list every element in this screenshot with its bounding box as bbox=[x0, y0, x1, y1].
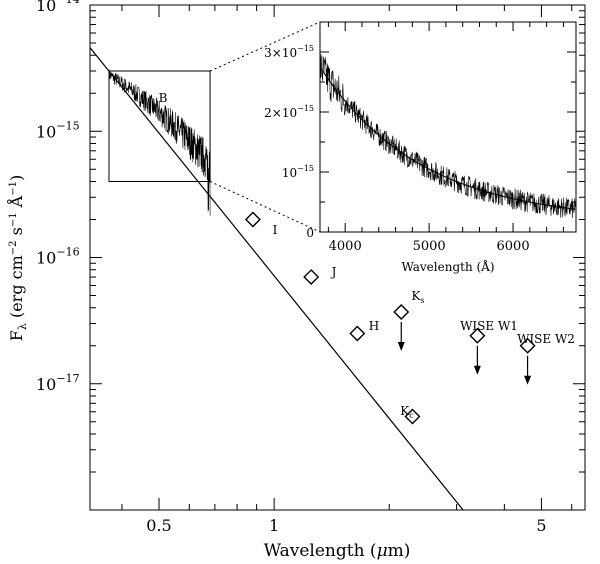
upper-limit-arrow-head bbox=[397, 342, 405, 352]
photometry-point-wise-w2 bbox=[519, 337, 536, 354]
photometry-point-i bbox=[244, 211, 261, 228]
label-j: J bbox=[330, 265, 337, 279]
inset-x-tick-label: 5000 bbox=[413, 239, 446, 254]
model-power-law-line bbox=[89, 47, 464, 511]
inset-x-axis-label: Wavelength (Å) bbox=[401, 259, 494, 274]
inset-y-tick-label: 3×10−15 bbox=[264, 44, 314, 60]
zoom-connector-bottom bbox=[209, 181, 321, 233]
y-tick-label: 10−14 bbox=[36, 0, 80, 15]
upper-limit-arrow-head bbox=[524, 375, 532, 385]
inset-y-tick-label: 0 bbox=[306, 226, 314, 240]
inset-y-tick-labels: 0 10−15 2×10−15 3×10−15 bbox=[264, 44, 314, 240]
inset-model-fit-line bbox=[319, 66, 576, 210]
label-kc: Kc bbox=[400, 404, 414, 420]
inset-x-tick-label: 6000 bbox=[497, 239, 530, 254]
upper-limit-arrow-head bbox=[473, 365, 481, 375]
label-wise-w1: WISE W1 bbox=[460, 319, 518, 333]
photometry-point-h bbox=[349, 325, 366, 342]
inset-plot-frame bbox=[319, 21, 577, 233]
inset-spectrum-trace bbox=[319, 54, 577, 219]
label-i: I bbox=[273, 223, 278, 237]
main-x-axis-label: Wavelength (μm) bbox=[264, 541, 411, 561]
x-tick-label: 1 bbox=[269, 516, 279, 535]
main-x-tick-labels: 0.5 1 5 bbox=[146, 516, 546, 535]
label-h: H bbox=[369, 319, 379, 333]
label-ks: Ks bbox=[411, 289, 424, 305]
y-tick-label: 10−17 bbox=[36, 372, 80, 394]
label-b: B bbox=[159, 91, 168, 105]
label-wise-w2: WISE W2 bbox=[517, 332, 575, 346]
inset-y-tick-label: 10−15 bbox=[282, 164, 314, 180]
photometry-point-kc bbox=[404, 408, 421, 425]
inset-x-tick-label: 4000 bbox=[329, 239, 362, 254]
photometry-point-j bbox=[303, 269, 320, 286]
photometry-points bbox=[244, 211, 536, 425]
y-tick-label: 10−16 bbox=[36, 246, 80, 268]
zoom-connector-top bbox=[209, 21, 321, 72]
y-tick-label: 10−15 bbox=[36, 119, 80, 141]
x-tick-label: 5 bbox=[536, 516, 546, 535]
main-y-axis-label: Fλ (erg cm−2 s−1 Å−1) bbox=[6, 175, 29, 341]
inset-y-tick-label: 2×10−15 bbox=[264, 104, 314, 120]
x-tick-label: 0.5 bbox=[146, 516, 171, 535]
photometry-point-ks bbox=[393, 304, 410, 321]
inset-x-tick-labels: 4000 5000 6000 bbox=[329, 239, 530, 254]
photometry-point-wise-w1 bbox=[469, 327, 486, 344]
zoom-box bbox=[108, 70, 211, 182]
inset-axis-ticks bbox=[320, 21, 576, 233]
main-axis-ticks bbox=[90, 5, 585, 511]
inset-background bbox=[320, 22, 576, 232]
main-y-tick-labels: 10−14 10−15 10−16 10−17 bbox=[36, 0, 80, 394]
optical-spectrum-trace bbox=[108, 69, 211, 216]
